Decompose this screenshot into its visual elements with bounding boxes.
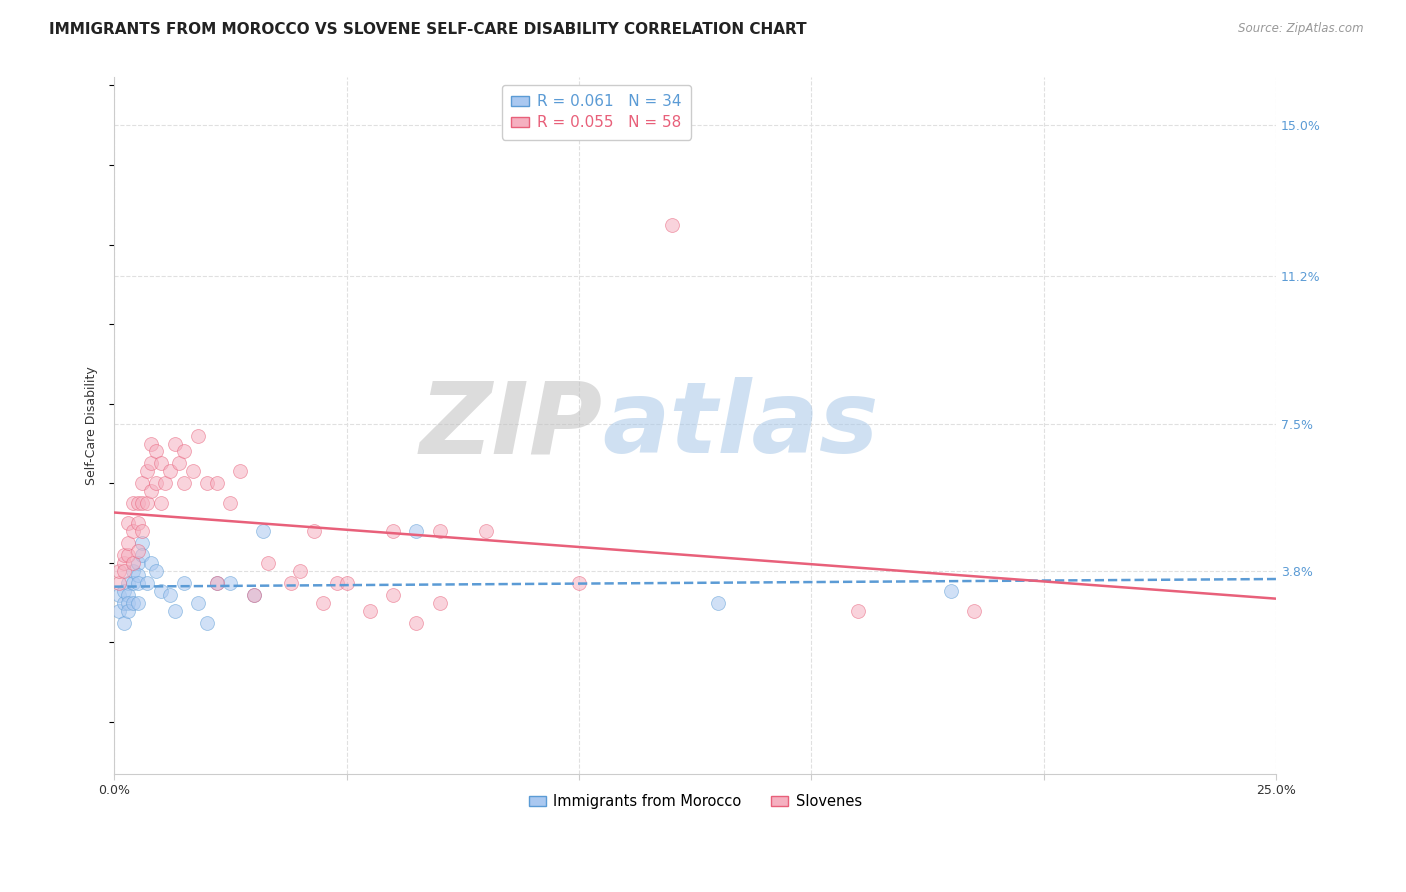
Point (121, 575, 143, 590)
Point (108, 564, 131, 578)
Point (195, 615, 218, 630)
Point (121, 496, 143, 510)
Point (127, 567, 149, 582)
Point (131, 536, 153, 550)
Point (135, 575, 157, 590)
Point (661, 218, 683, 232)
Point (108, 604, 131, 618)
Point (405, 524, 427, 538)
Point (145, 476, 167, 491)
Point (256, 556, 278, 570)
Point (846, 604, 869, 618)
Point (117, 536, 139, 550)
Point (141, 436, 163, 450)
Point (382, 588, 405, 602)
Point (121, 596, 143, 610)
Point (205, 575, 228, 590)
Point (382, 524, 405, 538)
Point (155, 476, 177, 491)
Point (149, 457, 172, 471)
Text: Source: ZipAtlas.com: Source: ZipAtlas.com (1239, 22, 1364, 36)
Point (131, 496, 153, 510)
Text: IMMIGRANTS FROM MOROCCO VS SLOVENE SELF-CARE DISABILITY CORRELATION CHART: IMMIGRANTS FROM MOROCCO VS SLOVENE SELF-… (49, 22, 807, 37)
Point (163, 604, 186, 618)
Point (117, 596, 139, 610)
Point (112, 556, 135, 570)
Point (117, 604, 139, 618)
Point (127, 596, 149, 610)
Point (121, 564, 143, 578)
Point (145, 564, 167, 578)
Point (242, 588, 264, 602)
Point (963, 604, 986, 618)
Point (302, 524, 325, 538)
Point (242, 588, 264, 602)
Point (429, 596, 451, 610)
Text: atlas: atlas (602, 377, 879, 475)
Point (127, 516, 149, 530)
Point (288, 564, 311, 578)
Point (326, 575, 349, 590)
Point (121, 524, 143, 538)
Point (141, 457, 163, 471)
Point (429, 524, 451, 538)
Point (131, 524, 153, 538)
Point (112, 583, 135, 598)
Point (112, 615, 135, 630)
Point (141, 556, 163, 570)
Point (195, 476, 218, 491)
Point (707, 596, 730, 610)
Point (145, 444, 167, 458)
Point (112, 596, 135, 610)
Point (121, 556, 143, 570)
Point (475, 524, 498, 538)
Point (229, 464, 252, 478)
Point (131, 548, 153, 562)
Point (939, 583, 962, 598)
Point (117, 588, 139, 602)
Point (568, 575, 591, 590)
Point (280, 575, 302, 590)
Point (252, 524, 274, 538)
Point (205, 575, 228, 590)
Y-axis label: Self-Care Disability: Self-Care Disability (86, 367, 98, 485)
Point (219, 575, 242, 590)
Point (181, 464, 204, 478)
Point (108, 588, 131, 602)
Point (169, 457, 191, 471)
Point (173, 575, 195, 590)
Point (359, 604, 381, 618)
Point (173, 444, 195, 458)
Point (187, 428, 209, 442)
Point (131, 476, 153, 491)
Text: ZIP: ZIP (419, 377, 602, 475)
Point (205, 476, 228, 491)
Point (159, 588, 181, 602)
Point (149, 583, 172, 598)
Point (112, 548, 135, 562)
Point (108, 575, 131, 590)
Legend: Immigrants from Morocco, Slovenes: Immigrants from Morocco, Slovenes (523, 789, 868, 815)
Point (141, 484, 163, 499)
Point (219, 496, 242, 510)
Point (127, 496, 149, 510)
Point (312, 596, 335, 610)
Point (163, 436, 186, 450)
Point (135, 496, 157, 510)
Point (117, 516, 139, 530)
Point (187, 596, 209, 610)
Point (159, 464, 181, 478)
Point (127, 544, 149, 558)
Point (127, 556, 149, 570)
Point (149, 496, 172, 510)
Point (112, 564, 135, 578)
Point (117, 575, 139, 590)
Point (336, 575, 359, 590)
Point (405, 615, 427, 630)
Point (117, 548, 139, 562)
Point (173, 476, 195, 491)
Point (135, 464, 157, 478)
Point (127, 575, 149, 590)
